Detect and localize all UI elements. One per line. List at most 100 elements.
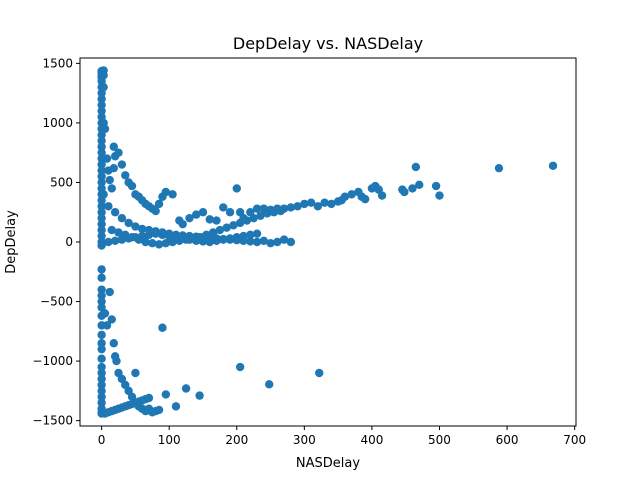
data-point bbox=[279, 235, 289, 244]
y-tick-label: 1000 bbox=[42, 116, 73, 130]
data-point bbox=[219, 203, 228, 212]
data-point bbox=[97, 354, 106, 363]
data-point bbox=[205, 215, 214, 224]
data-point bbox=[411, 162, 421, 172]
data-point bbox=[97, 100, 106, 110]
data-point bbox=[102, 321, 112, 330]
data-point bbox=[97, 136, 106, 145]
data-point bbox=[195, 391, 204, 400]
data-point bbox=[252, 229, 262, 238]
data-point bbox=[161, 238, 171, 248]
data-point bbox=[161, 187, 171, 197]
data-point bbox=[265, 380, 274, 389]
y-tick-label: 0 bbox=[65, 235, 73, 249]
data-point bbox=[97, 166, 106, 175]
data-point bbox=[178, 219, 187, 229]
data-point bbox=[121, 171, 130, 180]
data-point bbox=[229, 221, 238, 230]
data-point bbox=[97, 231, 106, 241]
data-point bbox=[286, 237, 296, 247]
data-point bbox=[104, 237, 113, 247]
data-point bbox=[239, 231, 248, 241]
x-tick-label: 100 bbox=[158, 433, 181, 447]
data-point bbox=[97, 344, 106, 354]
data-point bbox=[97, 106, 106, 116]
data-point bbox=[110, 208, 120, 217]
data-point bbox=[97, 386, 106, 396]
data-point bbox=[97, 392, 106, 402]
data-point bbox=[431, 181, 441, 191]
data-point bbox=[100, 124, 110, 134]
data-point bbox=[242, 216, 252, 225]
data-point bbox=[144, 230, 154, 240]
data-point bbox=[109, 339, 118, 348]
data-point bbox=[97, 273, 106, 282]
data-point bbox=[246, 237, 255, 246]
data-point bbox=[158, 323, 167, 332]
data-point bbox=[114, 148, 123, 157]
data-point bbox=[97, 225, 106, 235]
data-point bbox=[208, 228, 218, 237]
data-point bbox=[109, 163, 118, 173]
data-point bbox=[175, 236, 184, 246]
data-point bbox=[154, 240, 164, 249]
data-point bbox=[148, 238, 157, 248]
data-point bbox=[300, 199, 309, 209]
data-point bbox=[377, 191, 387, 200]
data-point bbox=[235, 218, 245, 228]
data-point bbox=[212, 216, 221, 225]
data-point bbox=[114, 228, 123, 237]
data-point bbox=[315, 368, 324, 378]
data-point bbox=[494, 163, 504, 173]
y-tick-label: −1500 bbox=[32, 414, 73, 428]
data-point bbox=[105, 287, 114, 297]
data-point bbox=[225, 234, 235, 243]
data-point bbox=[273, 237, 282, 247]
x-tick-label: 700 bbox=[563, 433, 586, 447]
data-point bbox=[246, 230, 255, 240]
data-point bbox=[161, 390, 171, 399]
data-point bbox=[313, 202, 323, 211]
x-tick-label: 600 bbox=[496, 433, 519, 447]
data-point bbox=[171, 402, 181, 411]
data-point bbox=[202, 230, 211, 240]
data-point bbox=[181, 235, 191, 244]
data-point bbox=[97, 94, 106, 104]
data-point bbox=[107, 315, 116, 324]
x-tick-label: 0 bbox=[98, 433, 106, 447]
data-point bbox=[97, 368, 106, 378]
data-point bbox=[134, 235, 143, 244]
x-axis-label: NASDelay bbox=[296, 456, 360, 471]
data-point bbox=[215, 225, 225, 235]
data-point bbox=[99, 82, 108, 92]
data-point bbox=[232, 233, 241, 242]
data-point bbox=[154, 405, 164, 415]
data-point bbox=[188, 234, 198, 243]
data-point bbox=[97, 297, 106, 306]
data-point bbox=[225, 208, 235, 217]
data-point bbox=[151, 229, 160, 238]
data-point bbox=[97, 374, 106, 384]
data-point bbox=[107, 225, 116, 235]
data-point bbox=[262, 209, 272, 218]
data-point bbox=[97, 285, 106, 294]
data-point bbox=[131, 368, 140, 378]
data-point bbox=[185, 213, 194, 223]
y-axis-label: DepDelay bbox=[4, 210, 19, 274]
data-point bbox=[408, 184, 417, 193]
data-point bbox=[235, 362, 245, 372]
data-point bbox=[137, 224, 147, 234]
chart-title: DepDelay vs. NASDelay bbox=[233, 34, 423, 53]
data-point bbox=[144, 393, 154, 403]
data-point bbox=[97, 142, 106, 151]
data-point bbox=[168, 190, 177, 199]
data-point bbox=[127, 181, 137, 191]
data-point bbox=[105, 175, 114, 185]
data-point bbox=[195, 233, 204, 242]
data-point bbox=[340, 192, 350, 201]
data-point bbox=[97, 380, 106, 390]
x-tick-label: 500 bbox=[428, 433, 451, 447]
data-point bbox=[117, 213, 127, 223]
data-point bbox=[97, 330, 106, 340]
